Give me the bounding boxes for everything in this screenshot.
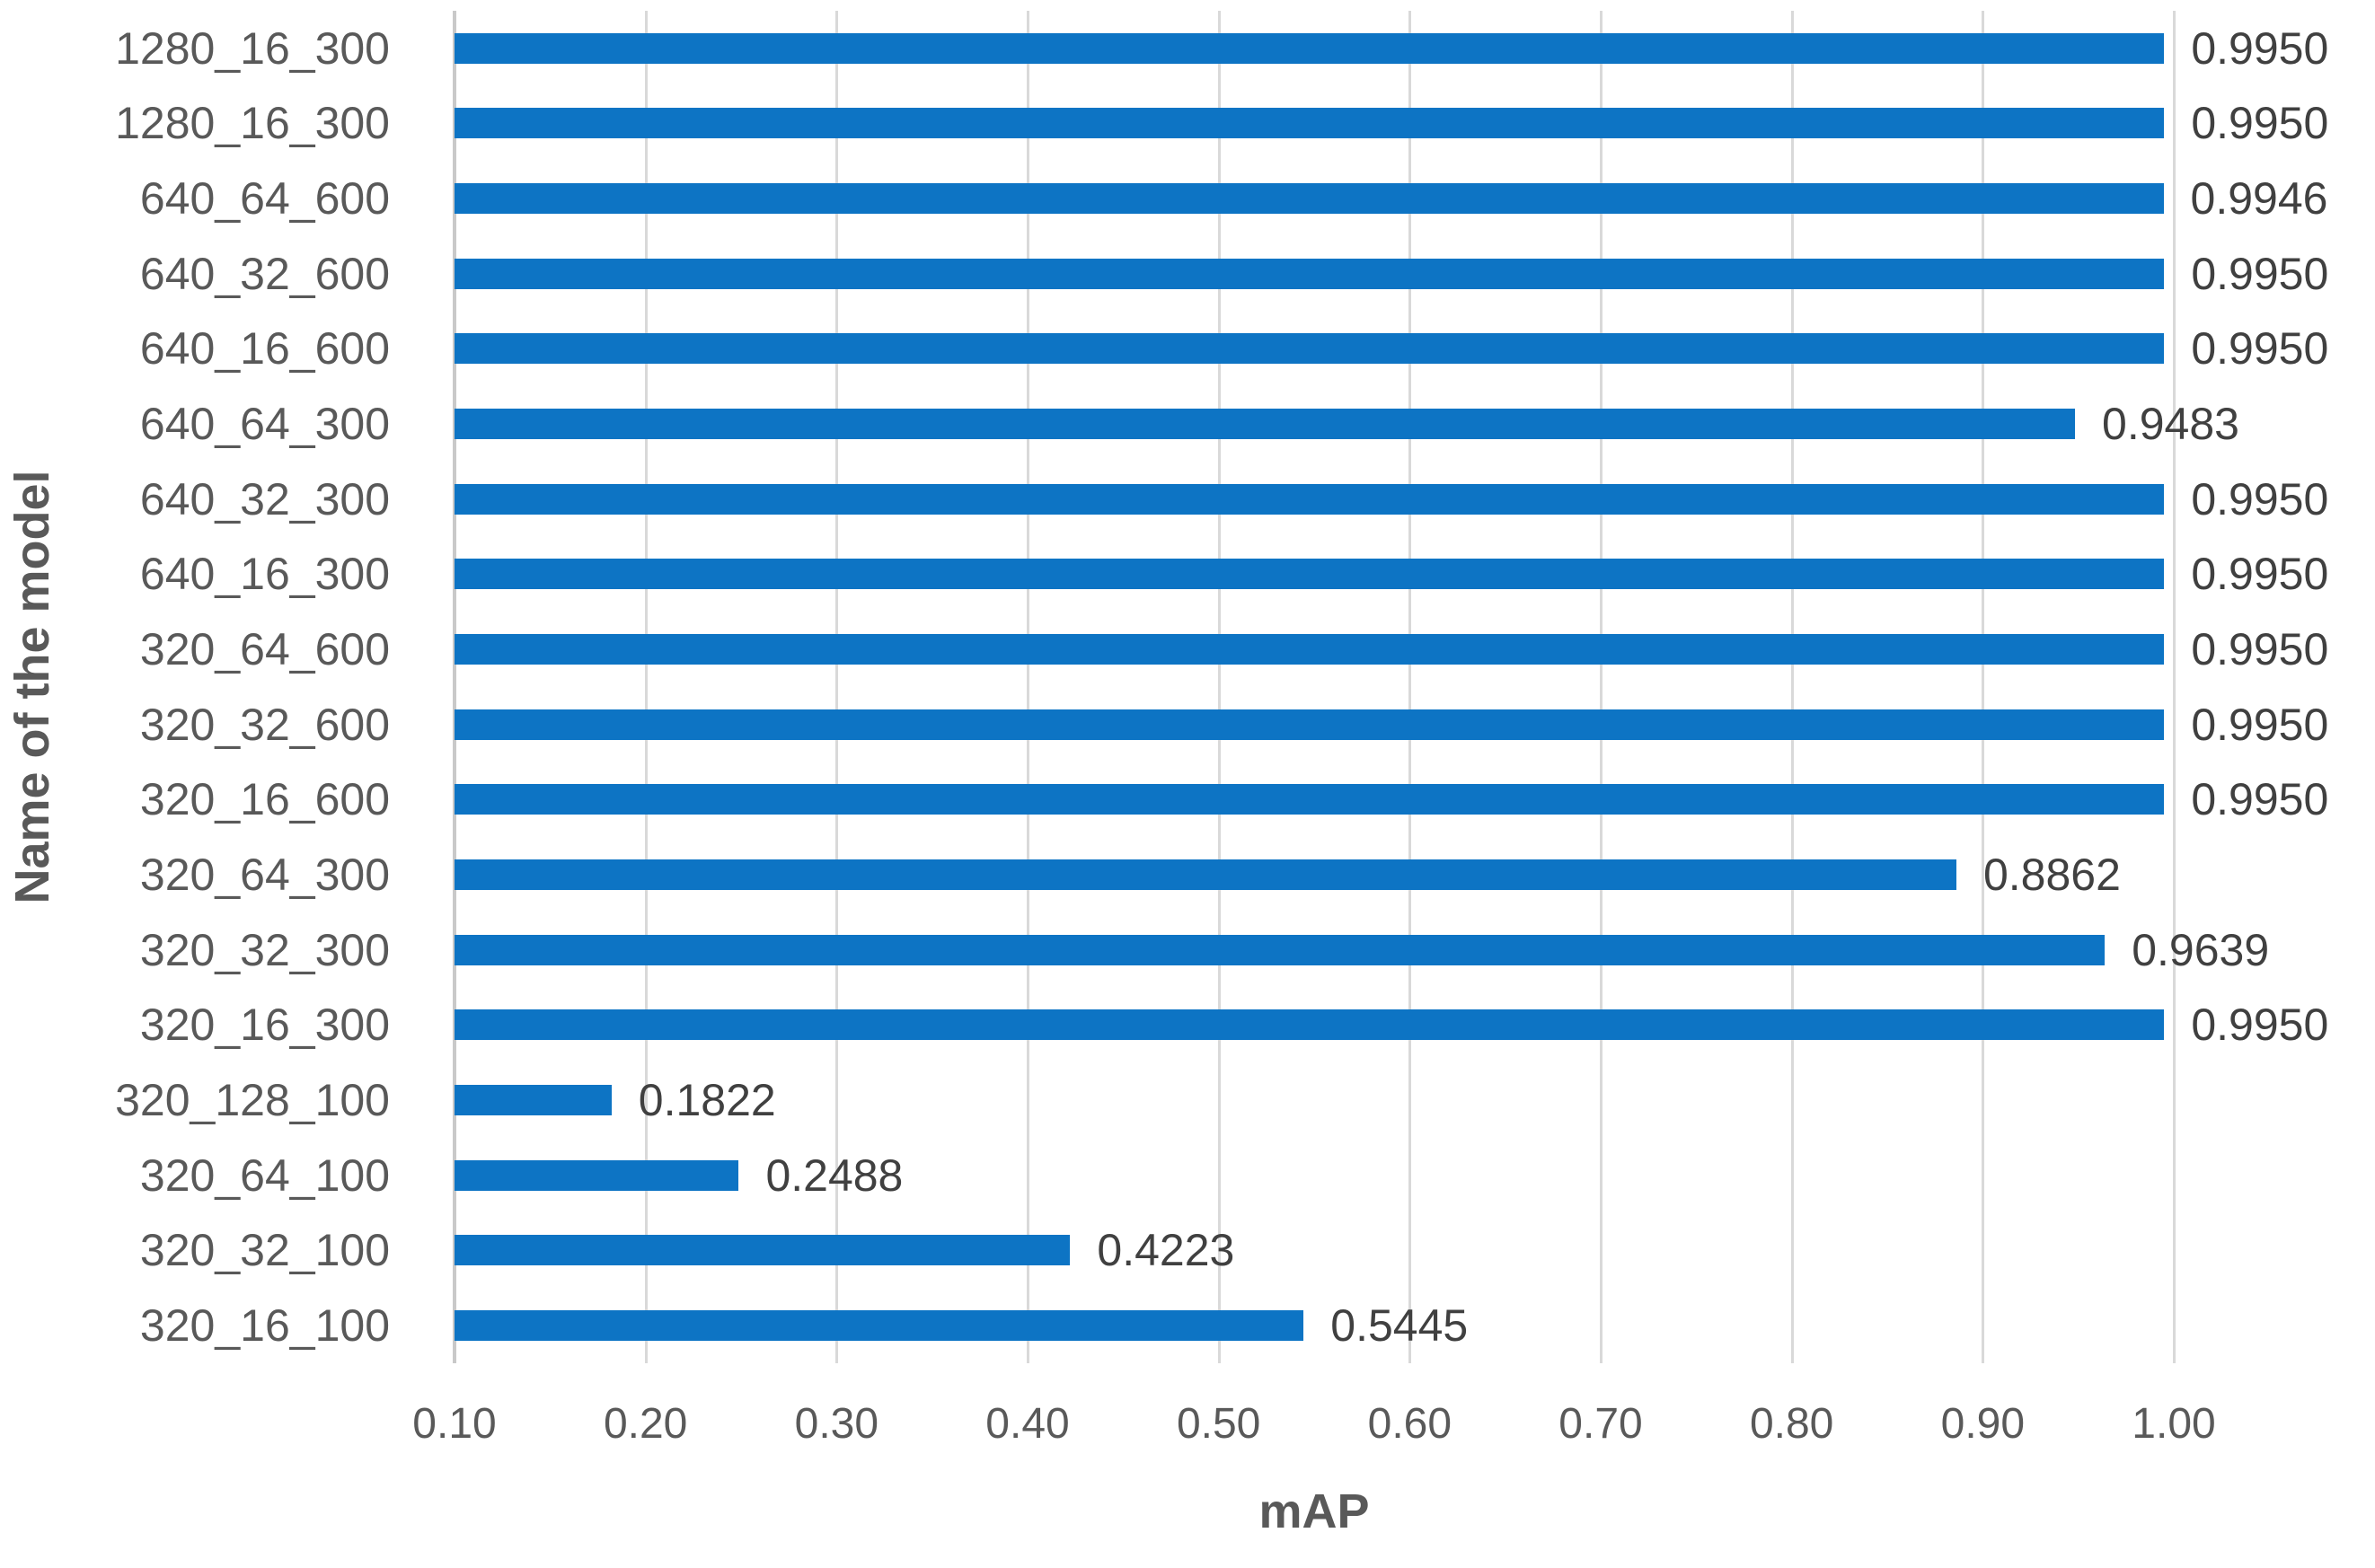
- bar-row: 0.9950: [455, 687, 2328, 762]
- category-label: 1280_16_300: [115, 22, 390, 74]
- bar-row: 0.1822: [455, 1062, 2174, 1138]
- bar: [455, 859, 1956, 891]
- bar-row: 0.9950: [455, 86, 2328, 162]
- bar: [455, 559, 2165, 590]
- category-label: 320_128_100: [115, 1075, 390, 1126]
- gridline: [1600, 11, 1602, 1363]
- bar: [455, 333, 2165, 365]
- bar-row: 0.9950: [455, 312, 2328, 387]
- value-label: 0.5445: [1330, 1300, 1469, 1352]
- gridline: [644, 11, 648, 1363]
- bar: [455, 32, 2165, 64]
- value-label: 0.9950: [2191, 1000, 2329, 1051]
- category-label: 320_16_600: [139, 774, 390, 825]
- bar-row: 0.9483: [455, 386, 2239, 462]
- value-label: 0.9950: [2191, 473, 2329, 524]
- x-tick-label: 0.50: [1176, 1400, 1261, 1448]
- plot-area: 0.9950 0.9950 0.9946 0.9950 0.9950 0.948…: [453, 11, 2328, 1363]
- bar: [455, 108, 2165, 139]
- value-label: 0.9950: [2191, 248, 2329, 299]
- bar-row: 0.9946: [455, 161, 2327, 236]
- value-label: 0.9639: [2132, 924, 2270, 975]
- category-label: 320_64_600: [139, 624, 390, 675]
- bar: [455, 183, 2164, 215]
- bar: [455, 1159, 739, 1191]
- value-label: 0.9950: [2191, 22, 2329, 74]
- category-label: 320_32_100: [139, 1225, 390, 1276]
- value-label: 0.2488: [765, 1150, 904, 1201]
- x-tick-label: 0.70: [1558, 1400, 1643, 1448]
- x-tick-label: 1.00: [2132, 1400, 2216, 1448]
- bar: [455, 1310, 1304, 1342]
- category-label: 640_32_300: [139, 473, 390, 524]
- category-label: 320_64_300: [139, 850, 390, 901]
- bar-row: 0.9950: [455, 612, 2328, 687]
- x-tick-label: 0.60: [1367, 1400, 1452, 1448]
- x-axis-title: mAP: [1258, 1484, 1370, 1538]
- category-label: 640_16_600: [139, 323, 390, 374]
- value-label: 0.9950: [2191, 699, 2329, 750]
- bar-row: 0.9950: [455, 462, 2328, 537]
- x-tick-label: 0.80: [1749, 1400, 1834, 1448]
- bar-row: 0.8862: [455, 837, 2174, 912]
- bar-row: 0.2488: [455, 1138, 2174, 1213]
- x-tick-label: 0.10: [412, 1400, 497, 1448]
- bar-row: 0.9950: [455, 762, 2328, 838]
- value-label: 0.8862: [1982, 850, 2121, 901]
- bar: [455, 634, 2165, 665]
- category-axis: 1280_16_300 1280_16_300 640_64_600 640_32_6…: [0, 11, 422, 1363]
- x-tick-label: 0.20: [603, 1400, 688, 1448]
- value-label: 0.9950: [2191, 549, 2329, 600]
- bar-row: 0.9950: [455, 11, 2328, 86]
- gridline: [1217, 11, 1221, 1363]
- bar-row: 0.9950: [455, 236, 2328, 312]
- category-label: 320_32_600: [139, 699, 390, 750]
- category-label: 640_64_300: [139, 399, 390, 450]
- bar: [455, 1085, 612, 1116]
- gridline: [835, 11, 839, 1363]
- bar: [455, 784, 2165, 815]
- value-label: 0.9950: [2191, 624, 2329, 675]
- x-tick-label: 0.30: [794, 1400, 879, 1448]
- category-label: 320_32_300: [139, 924, 390, 975]
- x-tick-label: 0.40: [985, 1400, 1070, 1448]
- bar-row: 0.9950: [455, 988, 2328, 1063]
- gridline: [1982, 11, 1985, 1363]
- value-label: 0.9950: [2191, 98, 2329, 149]
- bar-row: 0.9950: [455, 537, 2328, 612]
- value-label: 0.9950: [2191, 323, 2329, 374]
- value-label: 0.4223: [1097, 1225, 1235, 1276]
- bar-row: 0.4223: [455, 1213, 2174, 1289]
- x-tick-label: 0.90: [1940, 1400, 2026, 1448]
- value-label: 0.1822: [638, 1075, 776, 1126]
- bar: [455, 483, 2165, 515]
- bar-row: 0.5445: [455, 1288, 2174, 1363]
- category-axis-line: [453, 11, 456, 1363]
- bar: [455, 1235, 1071, 1266]
- bar: [455, 709, 2165, 740]
- category-label: 1280_16_300: [115, 98, 390, 149]
- value-label: 0.9483: [2102, 399, 2239, 450]
- value-label: 0.9946: [2190, 173, 2328, 225]
- gridline: [2173, 11, 2176, 1363]
- bar-row: 0.9639: [455, 912, 2269, 988]
- category-label: 320_64_100: [139, 1150, 390, 1201]
- bar: [455, 409, 2076, 440]
- category-label: 640_16_300: [139, 549, 390, 600]
- gridline: [1408, 11, 1412, 1363]
- category-label: 640_32_600: [139, 248, 390, 299]
- value-label: 0.9950: [2191, 774, 2329, 825]
- category-label: 320_16_100: [139, 1300, 390, 1352]
- gridline: [1790, 11, 1794, 1363]
- bar: [455, 258, 2165, 289]
- bar: [455, 934, 2106, 965]
- bar: [455, 1009, 2165, 1041]
- category-label: 640_64_600: [139, 173, 390, 225]
- category-label: 320_16_300: [139, 1000, 390, 1051]
- gridline: [1027, 11, 1029, 1363]
